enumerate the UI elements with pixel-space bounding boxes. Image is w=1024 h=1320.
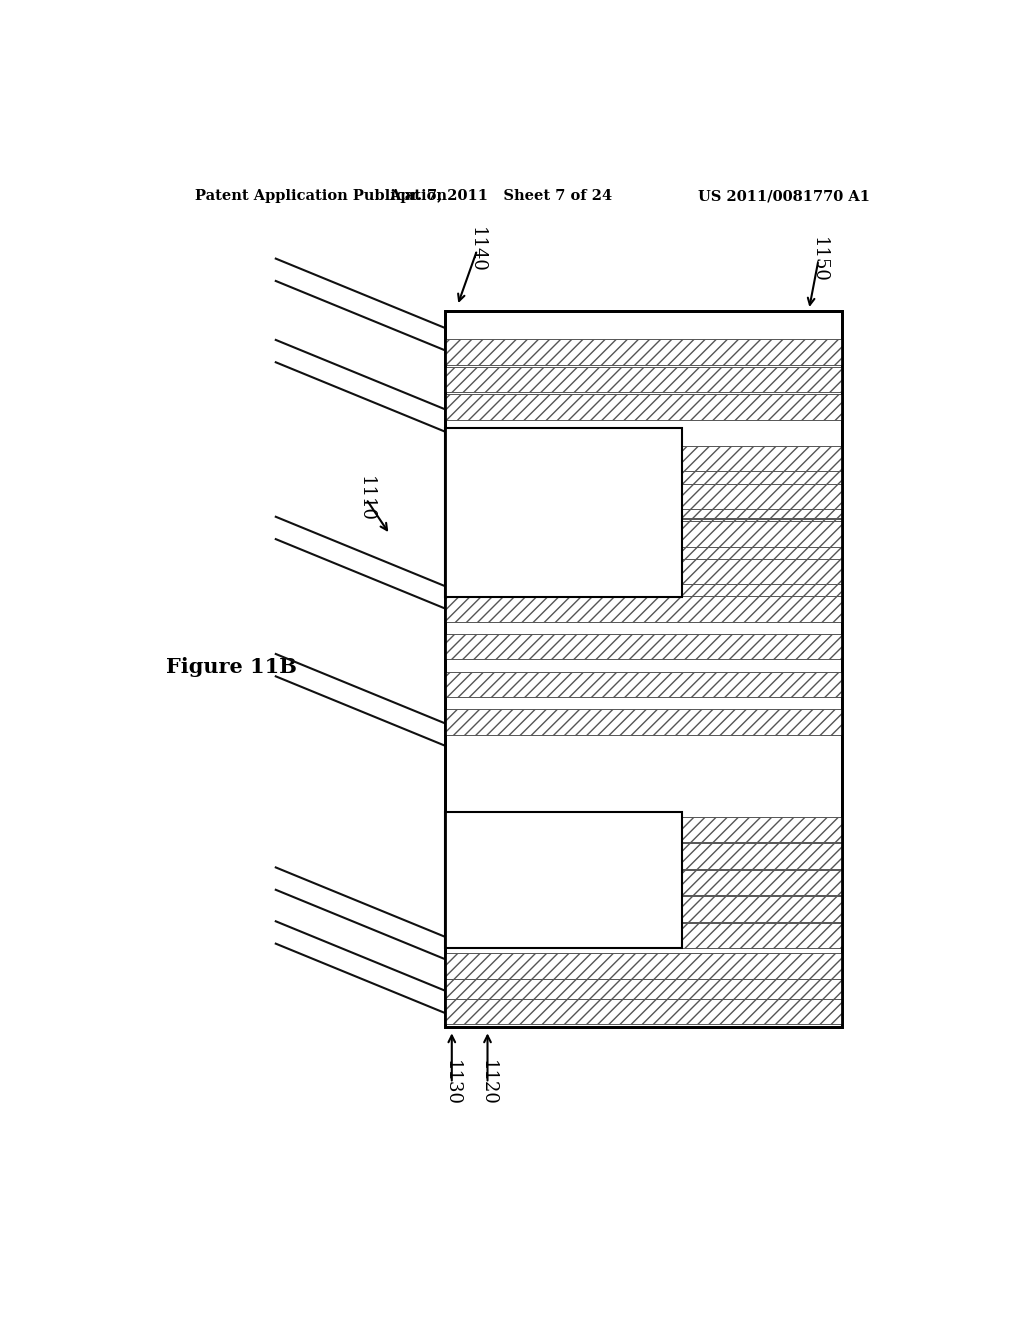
Bar: [445, 709, 842, 735]
Text: 1120: 1120: [478, 1060, 497, 1106]
Bar: [445, 812, 682, 948]
Bar: [445, 558, 842, 585]
Bar: [445, 634, 842, 660]
Bar: [445, 446, 842, 471]
Text: US 2011/0081770 A1: US 2011/0081770 A1: [698, 189, 870, 203]
Text: 1150: 1150: [809, 238, 827, 282]
Bar: [682, 817, 842, 842]
Bar: [445, 978, 842, 1005]
Text: 1110: 1110: [357, 477, 375, 521]
Bar: [445, 483, 842, 510]
Bar: [445, 672, 842, 697]
Bar: [682, 843, 842, 869]
Text: 1130: 1130: [442, 1060, 461, 1106]
Bar: [445, 395, 842, 420]
Bar: [445, 367, 842, 392]
Bar: [445, 339, 842, 364]
Bar: [445, 953, 842, 978]
Text: Figure 11B: Figure 11B: [166, 656, 297, 677]
Bar: [445, 428, 682, 598]
Text: 1140: 1140: [468, 227, 486, 273]
Bar: [682, 545, 842, 572]
Bar: [445, 597, 842, 622]
Bar: [682, 466, 842, 492]
Bar: [682, 519, 842, 545]
Bar: [445, 999, 842, 1024]
Bar: [682, 572, 842, 598]
Bar: [445, 312, 842, 1027]
Bar: [445, 521, 842, 546]
Bar: [682, 923, 842, 948]
Bar: [682, 492, 842, 519]
Text: Apr. 7, 2011   Sheet 7 of 24: Apr. 7, 2011 Sheet 7 of 24: [389, 189, 612, 203]
Bar: [682, 896, 842, 921]
Bar: [445, 312, 842, 1027]
Bar: [682, 870, 842, 895]
Text: Patent Application Publication: Patent Application Publication: [196, 189, 447, 203]
